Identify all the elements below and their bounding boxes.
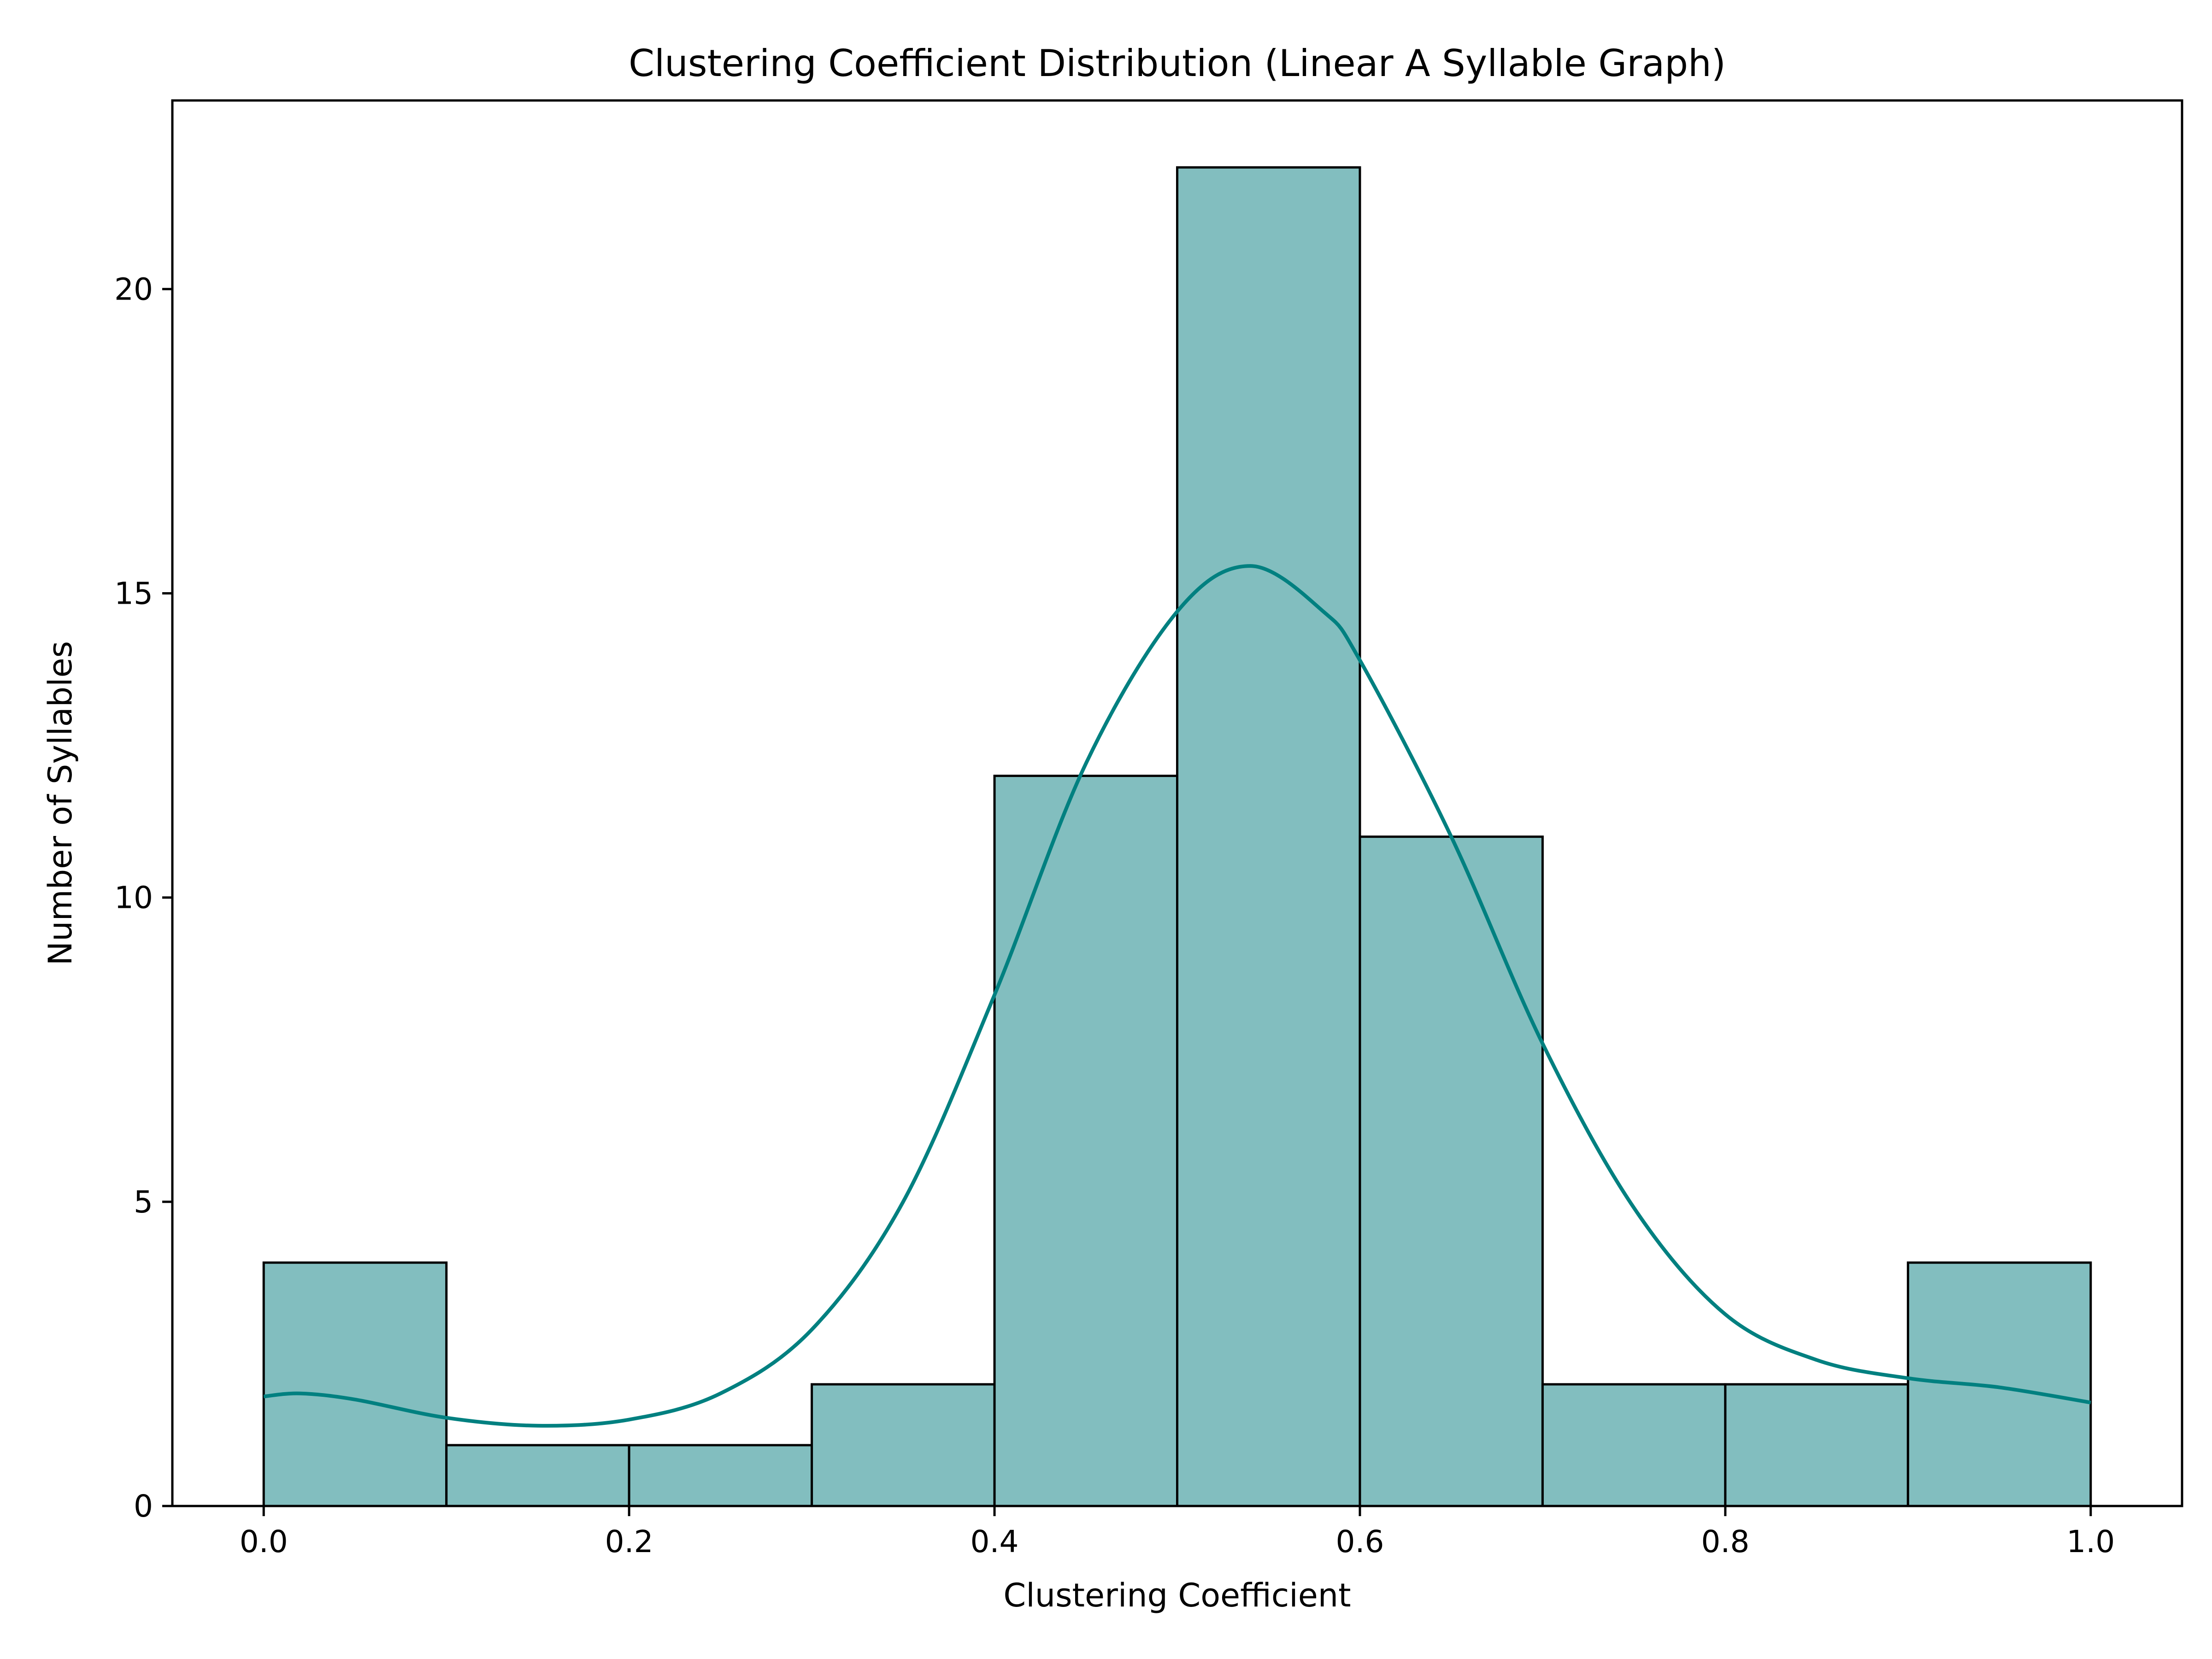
x-tick-label: 0.0 bbox=[240, 1524, 288, 1559]
y-axis-label: Number of Syllables bbox=[41, 641, 79, 965]
kde-group bbox=[263, 564, 2091, 1428]
histogram-bar bbox=[1906, 1261, 2092, 1507]
y-tick-label: 0 bbox=[134, 1488, 153, 1524]
x-axis-label: Clustering Coefficient bbox=[1003, 1577, 1351, 1614]
x-tick-label: 0.4 bbox=[971, 1524, 1019, 1559]
x-tick-label: 1.0 bbox=[2066, 1524, 2115, 1559]
histogram-bar bbox=[1724, 1383, 1909, 1507]
chart-title: Clustering Coefficient Distribution (Lin… bbox=[629, 42, 1726, 85]
y-tick-label: 15 bbox=[114, 576, 153, 611]
y-tick-label: 5 bbox=[134, 1184, 153, 1220]
y-axis-ticks: 0 5 10 15 20 bbox=[114, 271, 172, 1524]
histogram-bar bbox=[811, 1383, 996, 1507]
x-tick-label: 0.2 bbox=[605, 1524, 653, 1559]
histogram-bar bbox=[1541, 1383, 1727, 1507]
x-tick-label: 0.6 bbox=[1335, 1524, 1384, 1559]
histogram-bar bbox=[445, 1444, 630, 1507]
x-axis-ticks: 0.0 0.2 0.4 0.6 0.8 1.0 bbox=[240, 1506, 2115, 1559]
y-tick-label: 20 bbox=[114, 271, 153, 307]
histogram-bar bbox=[1359, 835, 1544, 1507]
histogram-bar bbox=[262, 1261, 448, 1507]
x-tick-label: 0.8 bbox=[1701, 1524, 1749, 1559]
plot-frame bbox=[171, 99, 2183, 1507]
bar-group bbox=[262, 166, 2092, 1507]
histogram-bar bbox=[993, 775, 1178, 1507]
y-tick-label: 10 bbox=[114, 880, 153, 916]
histogram-bar bbox=[628, 1444, 813, 1507]
histogram-bar bbox=[1176, 166, 1361, 1507]
kde-line bbox=[263, 564, 2091, 1428]
